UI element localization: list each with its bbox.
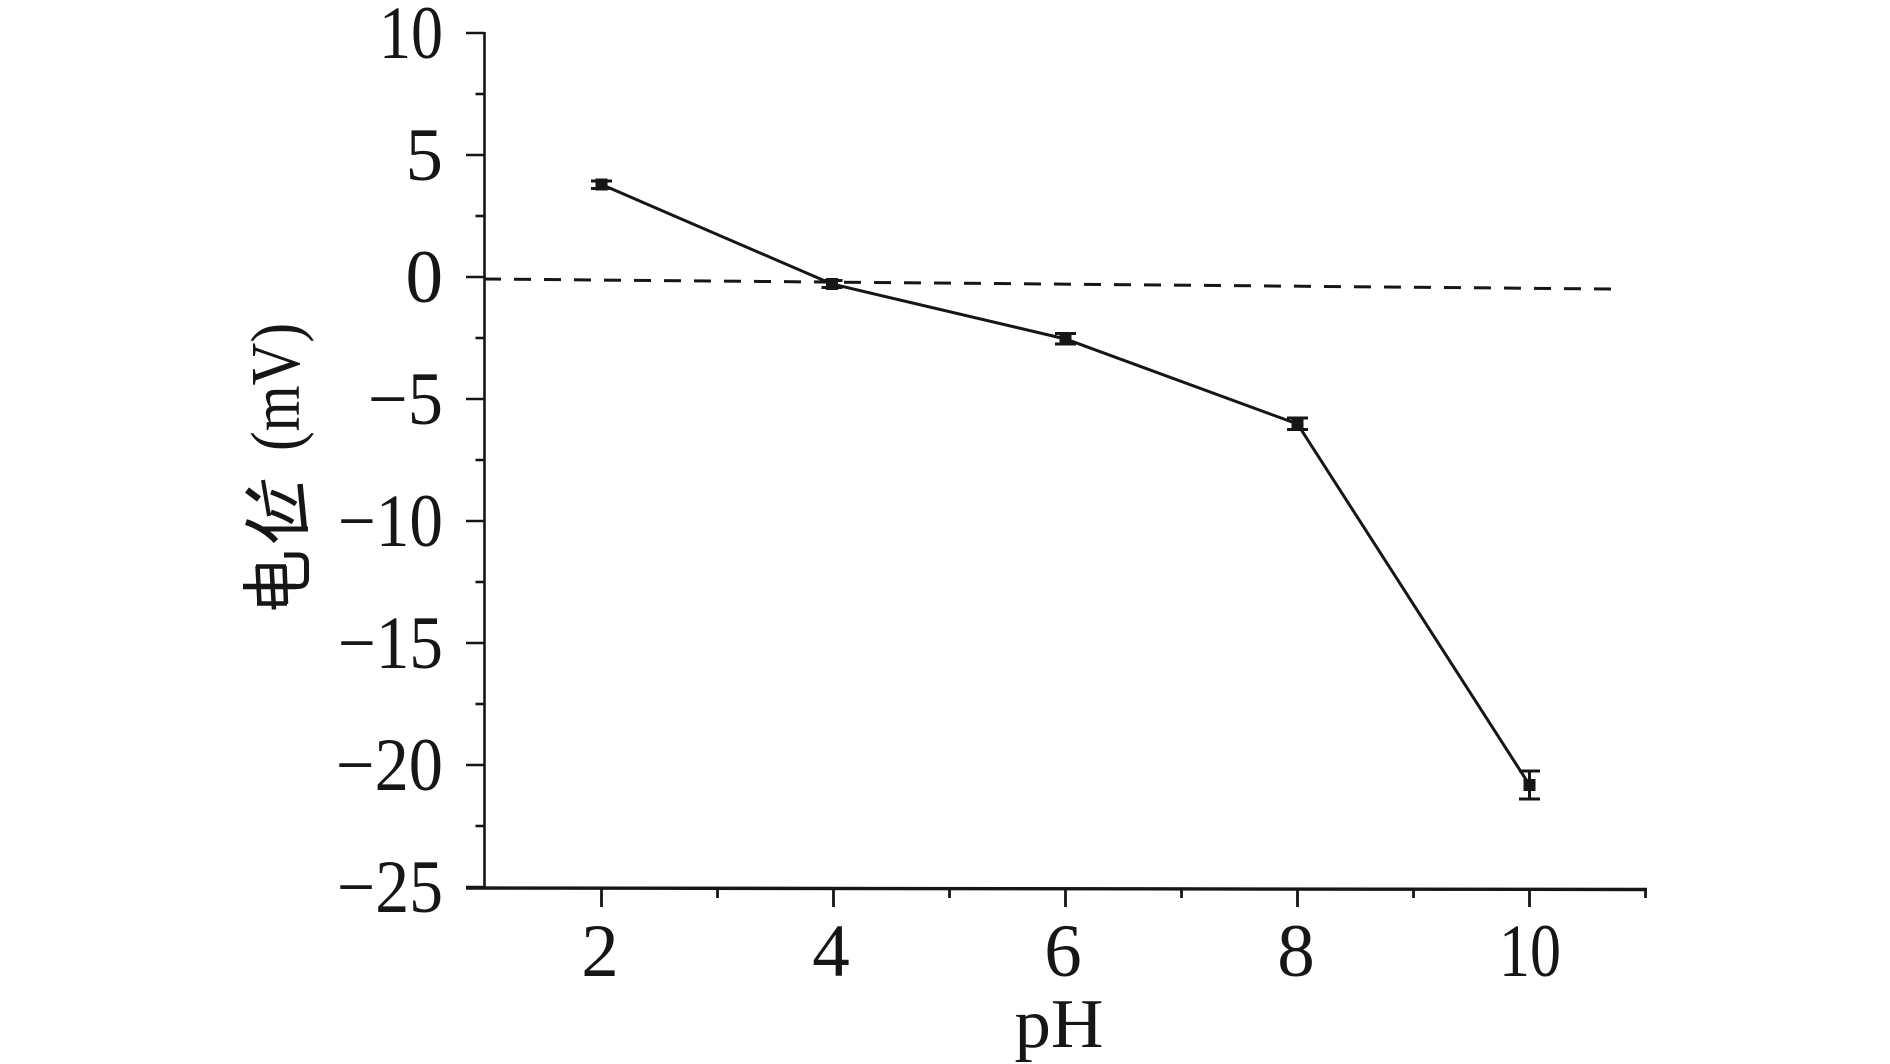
svg-text:10: 10: [379, 0, 443, 75]
svg-text:10: 10: [1499, 910, 1561, 993]
svg-text:0: 0: [406, 236, 444, 319]
svg-text:5: 5: [406, 114, 444, 197]
svg-text:(mV): (mV): [238, 323, 315, 451]
svg-text:−15: −15: [338, 602, 443, 685]
svg-text:2: 2: [581, 910, 619, 993]
svg-text:pH: pH: [1015, 986, 1104, 1063]
svg-text:−10: −10: [338, 480, 443, 563]
svg-text:8: 8: [1277, 910, 1315, 993]
svg-text:4: 4: [812, 910, 850, 993]
svg-text:−20: −20: [336, 724, 443, 807]
svg-text:−5: −5: [368, 358, 443, 441]
svg-text:−25: −25: [337, 846, 443, 929]
svg-text:6: 6: [1044, 910, 1082, 993]
